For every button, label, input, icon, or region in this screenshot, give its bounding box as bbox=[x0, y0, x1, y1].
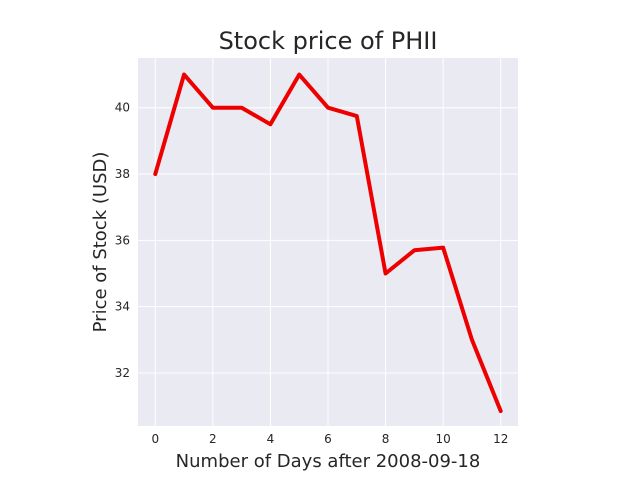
y-tick-label: 32 bbox=[115, 366, 130, 380]
tick-labels: 0 2 4 6 8 10 12 32 34 36 38 40 bbox=[115, 101, 509, 446]
x-tick-label: 6 bbox=[324, 432, 332, 446]
y-tick-label: 40 bbox=[115, 101, 130, 115]
y-tick-label: 34 bbox=[115, 300, 130, 314]
x-tick-label: 0 bbox=[151, 432, 159, 446]
series-line bbox=[153, 72, 503, 414]
x-tick-label: 12 bbox=[493, 432, 508, 446]
grid-lines bbox=[138, 58, 518, 426]
x-tick-label: 10 bbox=[436, 432, 451, 446]
x-tick-label: 2 bbox=[209, 432, 217, 446]
y-axis-label: Price of Stock (USD) bbox=[90, 152, 111, 333]
x-tick-label: 4 bbox=[267, 432, 275, 446]
chart-title: Stock price of PHII bbox=[219, 27, 438, 55]
y-tick-label: 36 bbox=[115, 233, 130, 247]
y-tick-label: 38 bbox=[115, 167, 130, 181]
series-layer bbox=[153, 72, 503, 414]
x-tick-label: 8 bbox=[382, 432, 390, 446]
x-axis-label: Number of Days after 2008-09-18 bbox=[176, 451, 481, 472]
